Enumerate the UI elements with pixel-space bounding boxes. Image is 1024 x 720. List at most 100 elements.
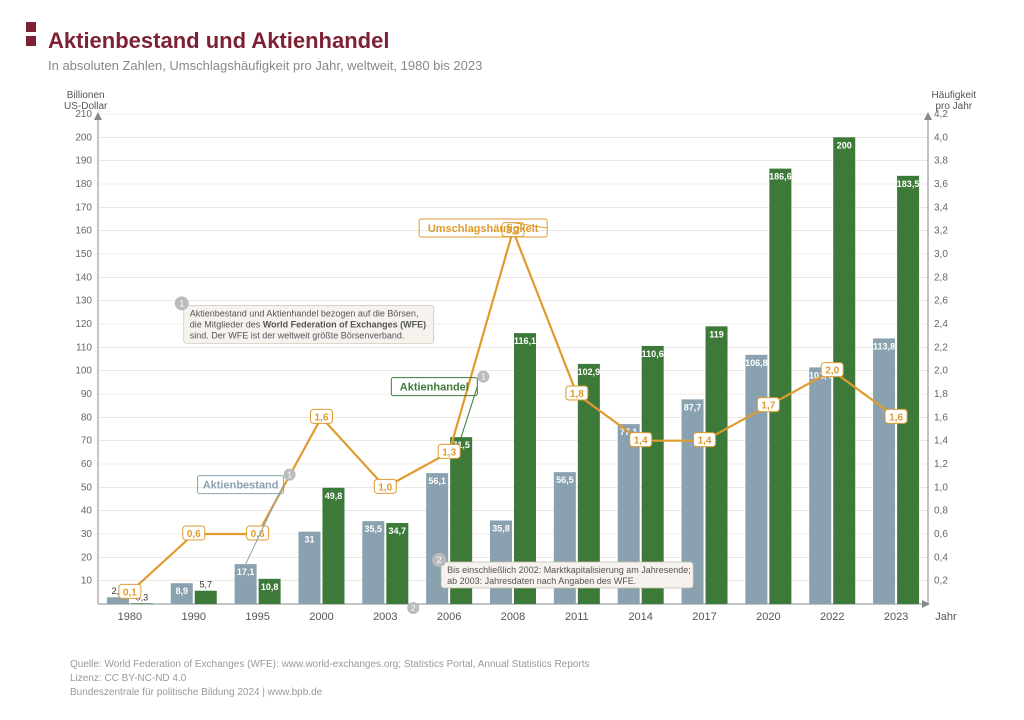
svg-text:113,8: 113,8 [873, 341, 895, 351]
svg-text:20: 20 [81, 552, 93, 563]
svg-text:110,6: 110,6 [642, 349, 664, 359]
svg-text:1995: 1995 [245, 611, 269, 623]
svg-text:70: 70 [81, 436, 93, 447]
svg-text:5,7: 5,7 [200, 580, 213, 590]
svg-text:2,0: 2,0 [825, 366, 839, 377]
svg-text:die Mitglieder des World Feder: die Mitglieder des World Federation of E… [190, 319, 426, 329]
title-block: Aktienbestand und Aktienhandel In absolu… [48, 28, 992, 73]
svg-text:35,8: 35,8 [492, 523, 510, 533]
svg-text:2,4: 2,4 [934, 319, 948, 330]
svg-text:1,6: 1,6 [889, 412, 903, 423]
svg-text:2: 2 [437, 555, 442, 565]
svg-text:119: 119 [709, 329, 724, 339]
svg-text:2,8: 2,8 [934, 272, 948, 283]
svg-text:3,6: 3,6 [934, 179, 948, 190]
svg-text:1,6: 1,6 [315, 412, 329, 423]
svg-text:Aktienhandel: Aktienhandel [400, 382, 469, 394]
svg-text:1: 1 [287, 471, 292, 480]
svg-text:1,3: 1,3 [442, 447, 456, 458]
svg-text:sind. Der WFE ist der weltweit: sind. Der WFE ist der weltweit größte Bö… [190, 330, 405, 340]
svg-text:50: 50 [81, 482, 93, 493]
svg-text:1: 1 [179, 298, 184, 308]
svg-text:40: 40 [81, 506, 93, 517]
svg-text:10,8: 10,8 [261, 582, 279, 592]
svg-text:Aktienbestand: Aktienbestand [203, 480, 279, 492]
svg-text:3,2: 3,2 [934, 226, 948, 237]
y-axis-right-label: Häufigkeitpro Jahr [932, 90, 976, 112]
svg-text:180: 180 [75, 179, 92, 190]
source-line-3: Bundeszentrale für politische Bildung 20… [70, 686, 589, 700]
svg-text:102,9: 102,9 [578, 367, 601, 377]
svg-text:56,1: 56,1 [428, 476, 446, 486]
svg-text:30: 30 [81, 529, 93, 540]
svg-text:2023: 2023 [884, 611, 908, 623]
svg-text:100: 100 [75, 366, 92, 377]
svg-text:Jahr: Jahr [935, 611, 957, 623]
svg-text:2008: 2008 [501, 611, 525, 623]
chart-area: BillionenUS-Dollar Häufigkeitpro Jahr 10… [70, 96, 970, 636]
svg-text:2,2: 2,2 [934, 342, 948, 353]
svg-text:116,1: 116,1 [514, 336, 536, 346]
svg-text:17,1: 17,1 [237, 567, 255, 577]
svg-text:200: 200 [75, 132, 92, 143]
svg-text:150: 150 [75, 249, 92, 260]
svg-text:0,8: 0,8 [934, 506, 948, 517]
svg-text:2022: 2022 [820, 611, 844, 623]
svg-text:190: 190 [75, 156, 92, 167]
page: Aktienbestand und Aktienhandel In absolu… [0, 0, 1024, 720]
svg-text:8,9: 8,9 [176, 586, 189, 596]
svg-text:170: 170 [75, 202, 92, 213]
svg-text:35,5: 35,5 [365, 524, 383, 534]
svg-text:90: 90 [81, 389, 93, 400]
svg-text:34,7: 34,7 [389, 526, 407, 536]
svg-text:1,7: 1,7 [761, 401, 775, 412]
svg-text:1,4: 1,4 [698, 436, 712, 447]
svg-text:2006: 2006 [437, 611, 461, 623]
svg-text:1,2: 1,2 [934, 459, 948, 470]
svg-text:2017: 2017 [692, 611, 716, 623]
svg-text:4,0: 4,0 [934, 132, 948, 143]
svg-text:2011: 2011 [565, 611, 589, 623]
svg-text:200: 200 [837, 140, 852, 150]
svg-text:1,0: 1,0 [378, 482, 392, 493]
svg-text:0,2: 0,2 [934, 576, 948, 587]
svg-text:2020: 2020 [756, 611, 780, 623]
svg-text:1,8: 1,8 [570, 389, 584, 400]
svg-text:1,4: 1,4 [634, 436, 648, 447]
svg-text:110: 110 [76, 342, 92, 353]
svg-text:0,1: 0,1 [123, 587, 137, 598]
svg-text:2000: 2000 [309, 611, 333, 623]
page-title: Aktienbestand und Aktienhandel [48, 28, 992, 54]
svg-text:160: 160 [75, 226, 92, 237]
chart-svg: 1020304050607080901001101201301401501601… [70, 96, 970, 636]
svg-text:80: 80 [81, 412, 93, 423]
svg-text:2003: 2003 [373, 611, 397, 623]
svg-text:3,4: 3,4 [934, 202, 948, 213]
svg-text:Umschlagshäufigkeit: Umschlagshäufigkeit [428, 223, 539, 235]
svg-text:1,0: 1,0 [934, 482, 948, 493]
source-block: Quelle: World Federation of Exchanges (W… [70, 658, 589, 700]
svg-text:2014: 2014 [628, 611, 652, 623]
svg-text:1990: 1990 [182, 611, 206, 623]
svg-text:ab 2003: Jahresdaten nach Anga: ab 2003: Jahresdaten nach Angaben des WF… [447, 576, 636, 586]
svg-text:1: 1 [481, 373, 486, 382]
svg-text:1,6: 1,6 [934, 412, 948, 423]
svg-text:140: 140 [75, 272, 92, 283]
svg-text:56,5: 56,5 [556, 475, 574, 485]
svg-text:1,4: 1,4 [934, 436, 948, 447]
svg-text:1980: 1980 [118, 611, 142, 623]
svg-text:183,5: 183,5 [897, 179, 920, 189]
svg-text:49,8: 49,8 [325, 491, 343, 501]
svg-text:2,6: 2,6 [934, 296, 948, 307]
svg-text:Aktienbestand und Aktienhandel: Aktienbestand und Aktienhandel bezogen a… [190, 308, 419, 318]
y-axis-left-label: BillionenUS-Dollar [64, 90, 107, 112]
svg-text:Bis einschließlich 2002: Markt: Bis einschließlich 2002: Marktkapitalisi… [447, 565, 691, 575]
svg-text:2: 2 [411, 604, 416, 613]
svg-text:130: 130 [75, 296, 92, 307]
svg-text:0,4: 0,4 [934, 552, 948, 563]
svg-text:0,6: 0,6 [934, 529, 948, 540]
svg-text:10: 10 [81, 576, 93, 587]
source-line-2: Lizenz: CC BY-NC-ND 4.0 [70, 672, 589, 686]
svg-text:106,8: 106,8 [745, 358, 768, 368]
accent-squares [26, 22, 36, 50]
